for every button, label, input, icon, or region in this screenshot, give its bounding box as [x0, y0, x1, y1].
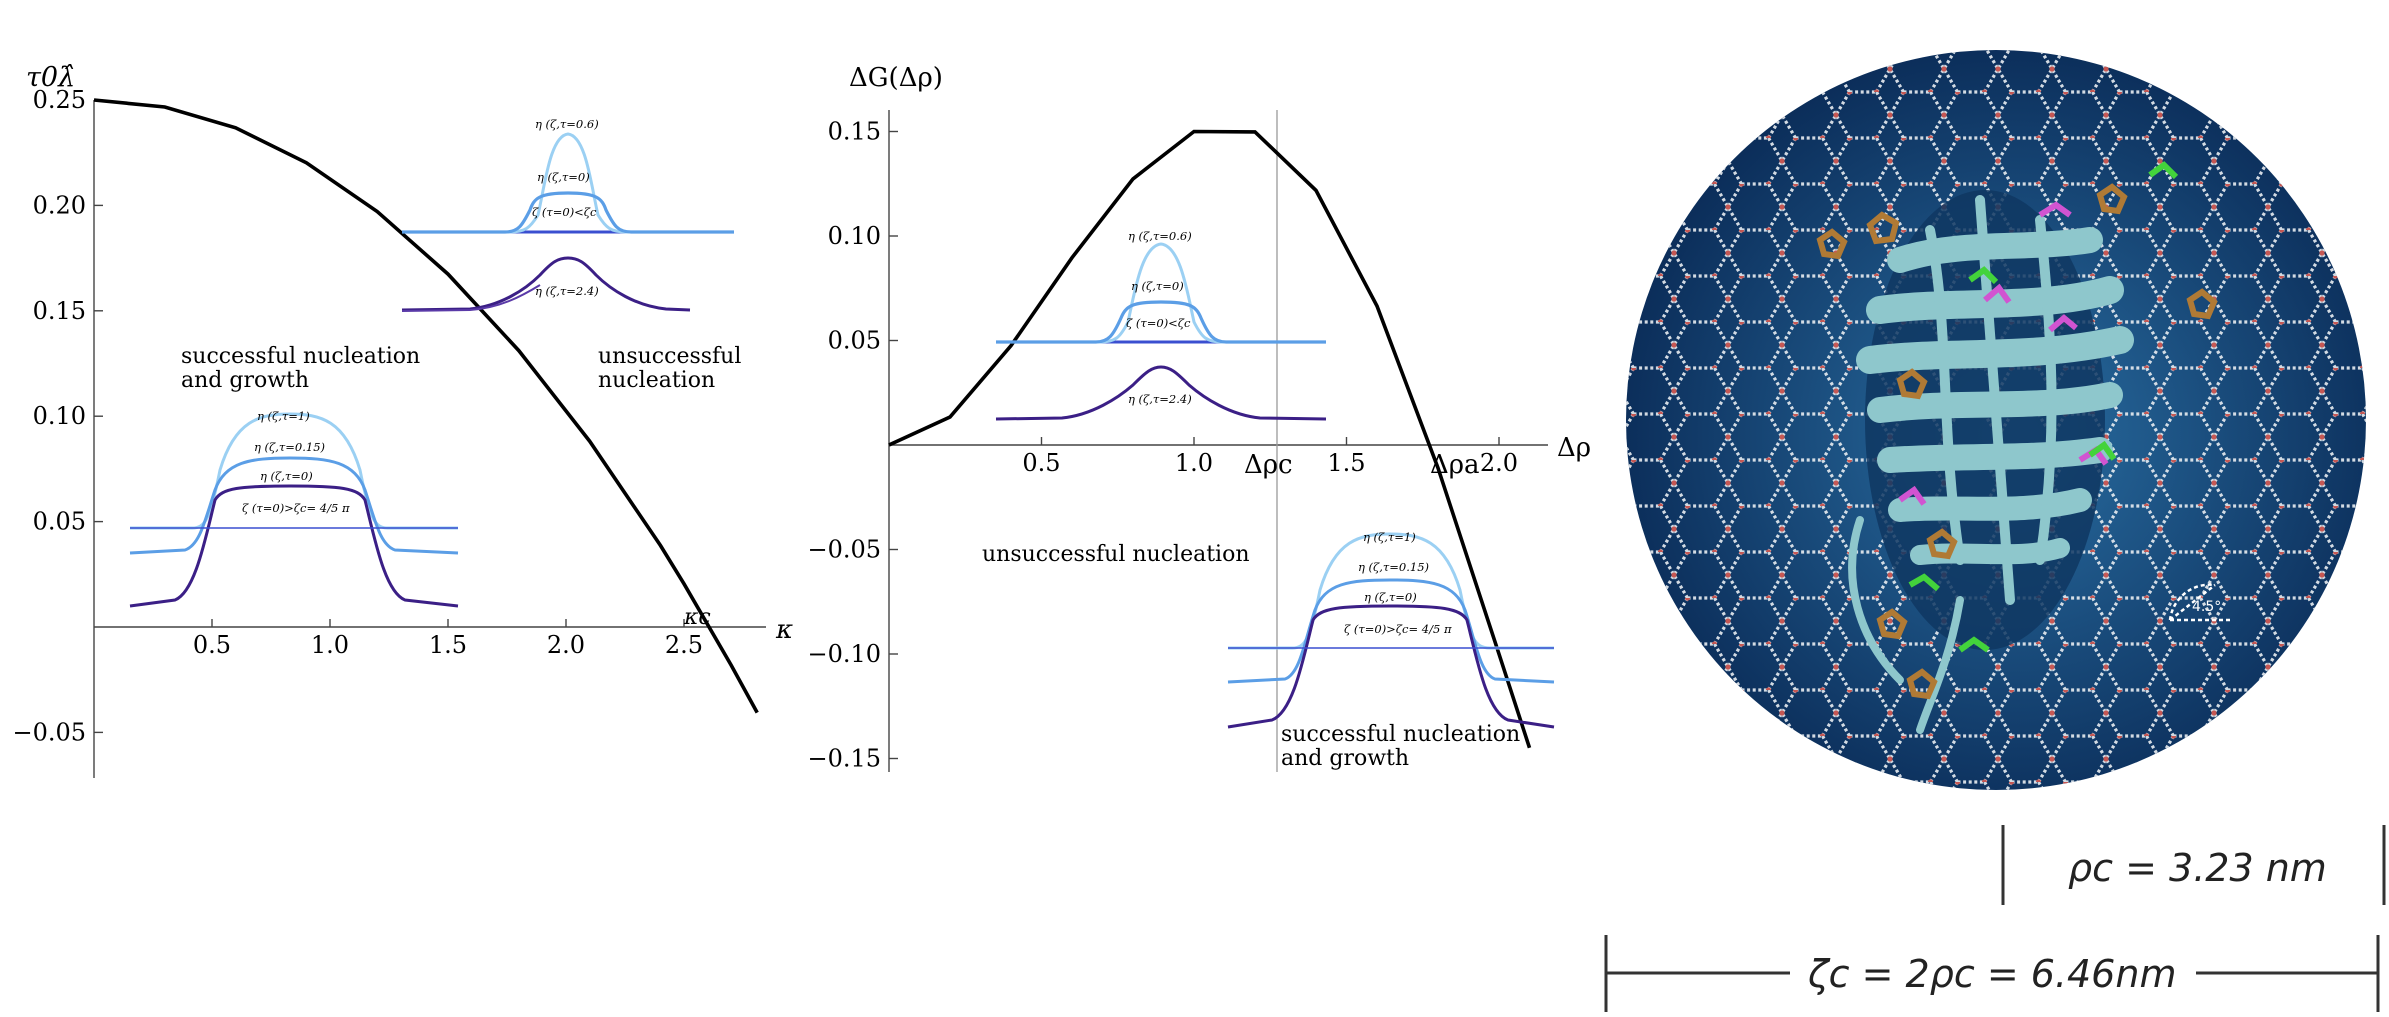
inset-profile-tau-0.15 [1227, 578, 1555, 684]
inset-label-tau-0: η (ζ,τ=0) [260, 469, 313, 483]
panel-1-main-curve [93, 98, 759, 714]
panel-1-kappa-c-label: κc [683, 605, 711, 630]
inset-label-tau-2.4: η (ζ,τ=2.4) [1128, 392, 1192, 406]
inset-label-tau-0.15: η (ζ,τ=0.15) [254, 440, 325, 454]
inset-label-zeta-greater: ζ (τ=0)>ζc= 4/5 π [242, 501, 350, 515]
inset-profile-tau-0 [1227, 604, 1555, 729]
x-tick-label: 1.0 [311, 631, 349, 659]
x-tick-label: 2.5 [665, 631, 703, 659]
y-tick-label: −0.10 [807, 640, 881, 668]
inset-profile-tau-0.6 [996, 242, 1326, 344]
panel-1-tick-labels: 0.5 1.0 1.5 2.0 2.5 −0.05 0.05 0.10 0.15 0.20 0.25 [12, 86, 703, 746]
inset-label-zeta-less: ζ (τ=0)<ζc [1126, 316, 1191, 330]
inset-profile-tau-0.15 [129, 456, 459, 555]
inset-label-tau-1: η (ζ,τ=1) [1363, 530, 1416, 544]
y-tick-label: −0.05 [12, 718, 86, 746]
panel-3-molecular-image: 4.5° [1604, 50, 2386, 1012]
y-tick-label: −0.15 [807, 745, 881, 773]
panel-1-unsuccess-line2: nucleation [598, 368, 715, 393]
panel-1-xlabel: κ [775, 615, 793, 645]
y-tick-label: 0.10 [828, 222, 881, 250]
panel-1-success-line1: successful nucleation [181, 344, 420, 369]
x-tick-label: 0.5 [193, 631, 231, 659]
inset-profile-tau-0 [129, 484, 459, 608]
inset-label-tau-0.6: η (ζ,τ=0.6) [1128, 229, 1192, 243]
inset-label-tau-0.15: η (ζ,τ=0.15) [1358, 560, 1429, 574]
inset-label-tau-0: η (ζ,τ=0) [1131, 279, 1184, 293]
panel-2-main-curve [888, 129, 1532, 749]
y-tick-label: 0.05 [33, 508, 86, 536]
panel-2-unsuccess: unsuccessful nucleation [982, 542, 1250, 567]
panel-1-inset-top: η (ζ,τ=0.6) η (ζ,τ=0) ζ (τ=0)<ζc η (ζ,τ=… [401, 117, 734, 312]
y-tick-label: 0.10 [33, 402, 86, 430]
inset-label-tau-0: η (ζ,τ=0) [537, 170, 590, 184]
panel-1-chart: 0.5 1.0 1.5 2.0 2.5 −0.05 0.05 0.10 0.15 0.20 0.25… [12, 62, 793, 778]
inset-profile-tau-0 [402, 191, 734, 234]
x-tick-label: 1.5 [1327, 449, 1365, 477]
panel-1-unsuccess-line1: unsuccessful [598, 344, 741, 369]
y-tick-label: 0.15 [33, 297, 86, 325]
inset-label-tau-1: η (ζ,τ=1) [257, 409, 310, 423]
protein-helix-bundle [1848, 190, 2134, 734]
panel-2-xlabel: Δρ [1557, 433, 1591, 463]
y-tick-label: −0.05 [807, 536, 881, 564]
zeta-scale-label: ζc = 2ρc = 6.46nm [1808, 952, 2177, 996]
zeta-scale-bar [1604, 935, 2380, 1012]
inset-profile-tau-0.6 [402, 132, 734, 234]
inset-profile-tau-1 [130, 412, 458, 530]
panel-2-chart: 0.5 1.0 1.5 2.0−0.15−0.10−0.050.050.100.15 … [807, 63, 1591, 773]
inset-label-zeta-greater: ζ (τ=0)>ζc= 4/5 π [1344, 622, 1452, 636]
inset-label-tau-0: η (ζ,τ=0) [1364, 590, 1417, 604]
x-tick-label: 1.5 [429, 631, 467, 659]
inset-profile-tau-2.4 [401, 256, 691, 312]
panel-2-axes [888, 110, 1548, 772]
residue-sticks [1816, 161, 2218, 700]
panel-2-success-line1: successful nucleation [1281, 722, 1520, 747]
panel-1-success-line2: and growth [181, 368, 309, 393]
panel-1-inset-bottom: η (ζ,τ=1) η (ζ,τ=0.15) η (ζ,τ=0) ζ (τ=0)… [129, 409, 459, 608]
panel-2-rho-a-tick: Δρa [1430, 450, 1480, 480]
inset-label-tau-0.6: η (ζ,τ=0.6) [535, 117, 599, 131]
inset-profile-tau-0 [996, 300, 1326, 344]
inset-profile-tau-2.4 [995, 365, 1327, 421]
panel-2-inset-top: η (ζ,τ=0.6) η (ζ,τ=0) ζ (τ=0)<ζc η (ζ,τ=… [995, 229, 1327, 421]
lattice-region: 4.5° [1626, 50, 2366, 790]
angle-label: 4.5° [2192, 599, 2221, 615]
inset-label-tau-2.4: η (ζ,τ=2.4) [535, 284, 599, 298]
angle-marker: 4.5° [2168, 583, 2230, 622]
y-tick-label: 0.20 [33, 191, 86, 219]
panel-1-axes [93, 99, 766, 778]
panel-2-tick-labels: 0.5 1.0 1.5 2.0 −0.15 −0.10 −0.05 0.05 0.10 0.15 [807, 118, 1518, 773]
panel-1-ylabel: τ0λ̂ [26, 62, 75, 93]
x-tick-label: 1.0 [1175, 449, 1213, 477]
inset-label-zeta-less: ζ (τ=0)<ζc [532, 205, 597, 219]
inset-profile-decay [401, 284, 541, 312]
y-tick-label: 0.05 [828, 327, 881, 355]
rho-scale-bar [2001, 825, 2386, 905]
x-tick-label: 2.0 [547, 631, 585, 659]
panel-2-inset-bottom: η (ζ,τ=1) η (ζ,τ=0.15) η (ζ,τ=0) ζ (τ=0)… [1227, 530, 1555, 729]
panel-2-ylabel: ΔG(Δρ) [849, 63, 943, 93]
y-tick-label: 0.25 [33, 86, 86, 114]
y-tick-label: 0.15 [828, 118, 881, 146]
x-tick-label: 0.5 [1022, 449, 1060, 477]
rho-scale-label: ρc = 3.23 nm [2068, 846, 2327, 890]
x-tick-label: 2.0 [1480, 449, 1518, 477]
panel-2-success-line2: and growth [1281, 746, 1409, 771]
panel-2-rho-c-tick: Δρc [1244, 450, 1293, 480]
